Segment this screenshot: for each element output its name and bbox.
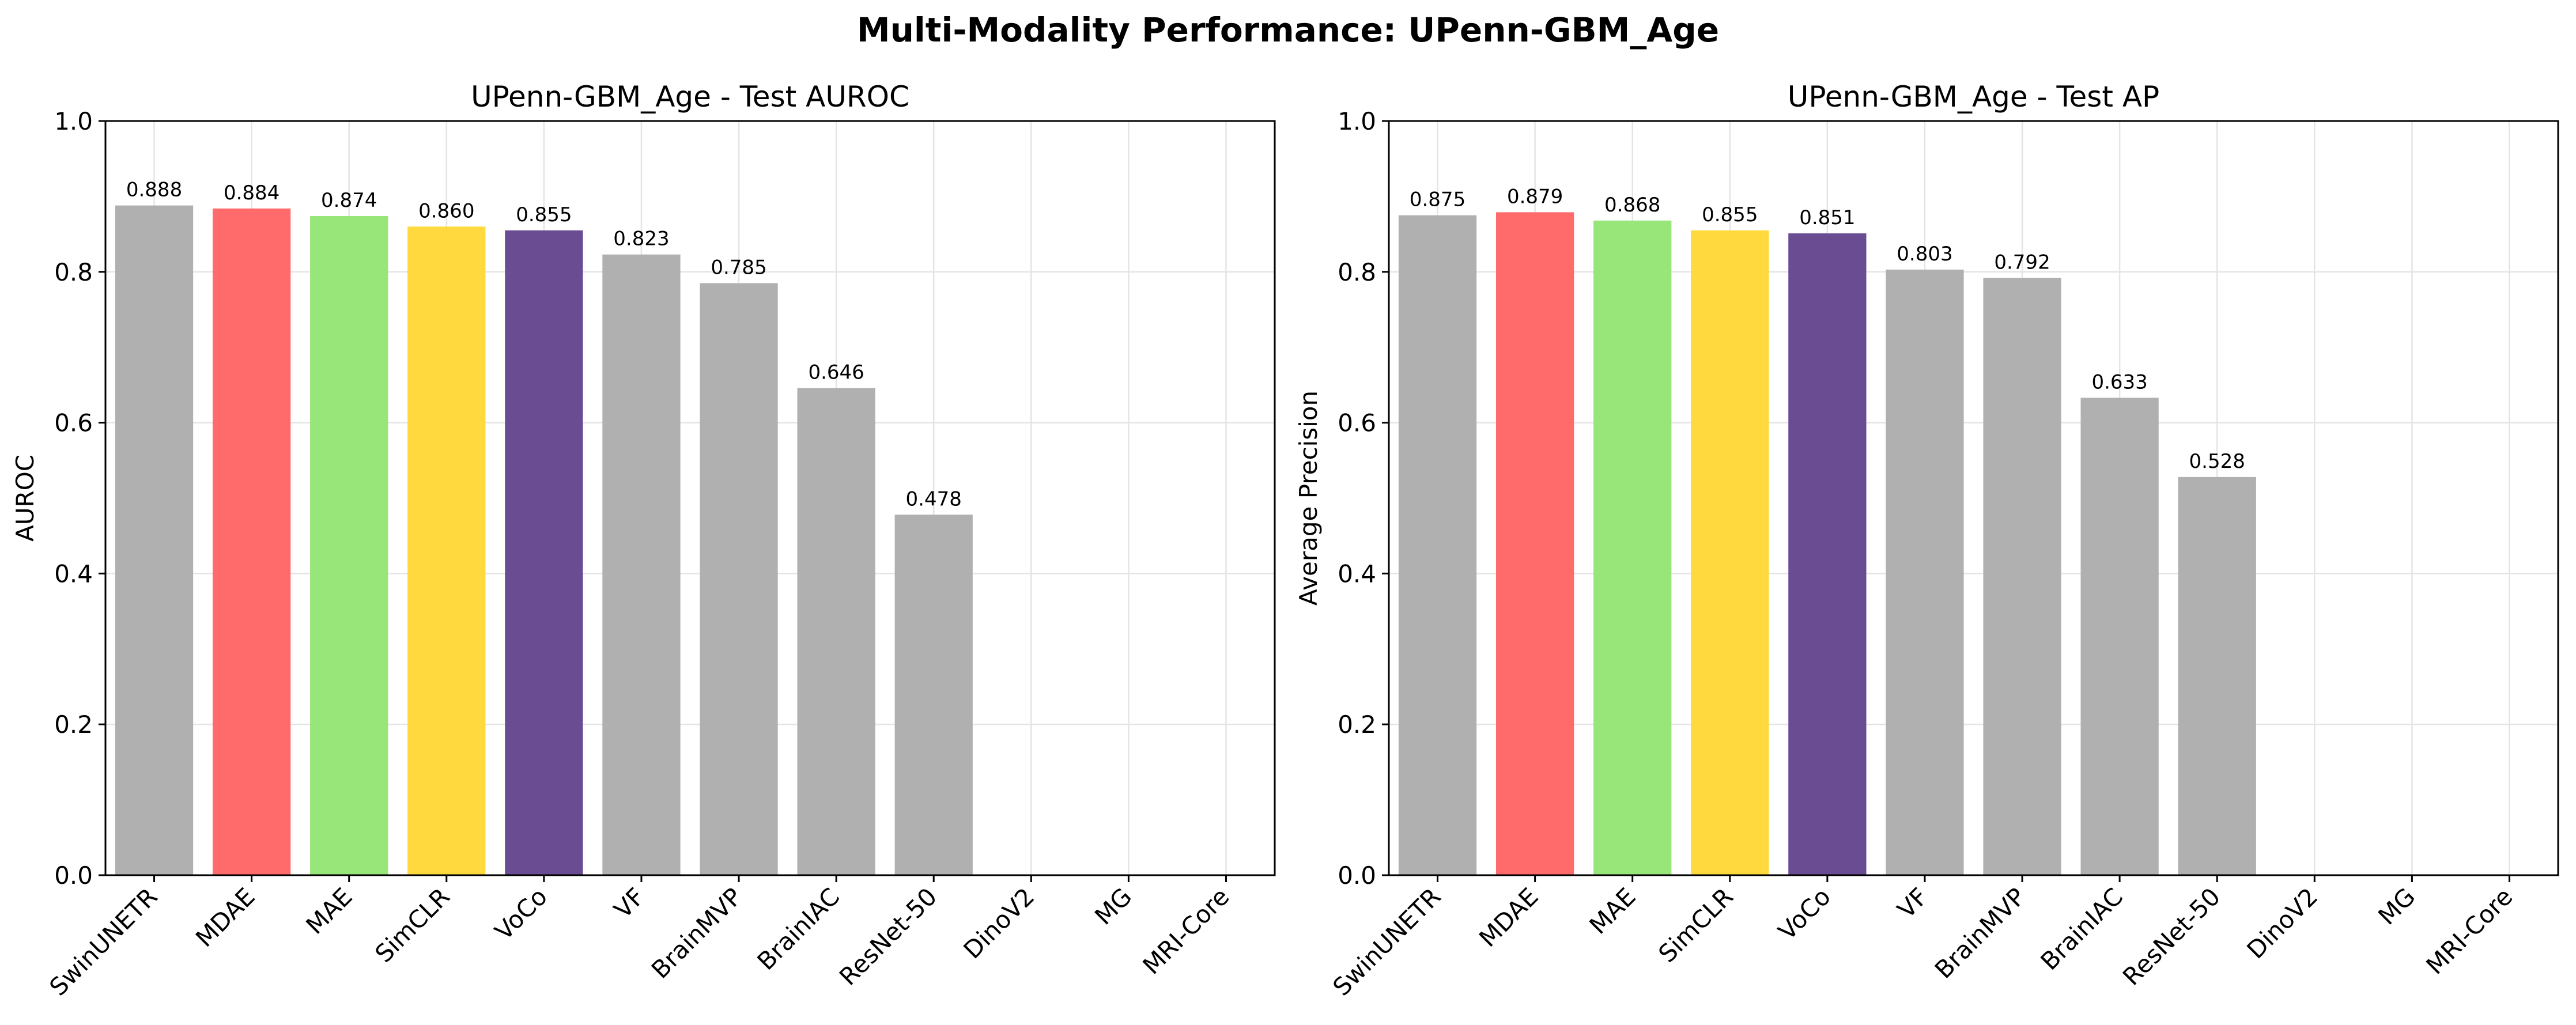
- y-tick-label: 0.0: [1338, 861, 1376, 890]
- x-tick-label-vf: VF: [609, 882, 650, 924]
- x-tick-label-mae: MAE: [300, 882, 357, 939]
- bar-mdae: [1495, 212, 1574, 875]
- value-label-voco: 0.851: [1799, 206, 1855, 229]
- x-tick-label-swinunetr: SwinUNETR: [44, 882, 163, 1001]
- bar-voco: [1788, 233, 1867, 875]
- y-tick-label: 0.4: [54, 559, 93, 588]
- x-tick-label-mdae: MDAE: [1474, 882, 1544, 952]
- y-tick-label: 0.8: [1338, 258, 1376, 286]
- x-tick-label-dinov2: DinoV2: [2241, 882, 2323, 964]
- ap-panel-title: UPenn-GBM_Age - Test AP: [1788, 80, 2159, 114]
- value-label-brainmvp: 0.792: [1994, 251, 2050, 274]
- x-tick-label-mdae: MDAE: [190, 882, 260, 952]
- bar-mdae: [212, 208, 291, 875]
- value-label-mae: 0.874: [321, 189, 377, 212]
- y-tick-label: 0.2: [1338, 710, 1376, 739]
- y-tick-label: 0.4: [1338, 559, 1376, 588]
- bar-mae: [310, 215, 388, 876]
- value-label-vf: 0.823: [613, 228, 669, 251]
- bar-brainiac: [2080, 398, 2159, 875]
- plot-frame: [1388, 120, 2559, 876]
- x-tick-label-brainiac: BrainIAC: [751, 882, 845, 975]
- y-tick-label: 0.8: [54, 258, 93, 286]
- value-label-resnet-50: 0.528: [2189, 450, 2245, 473]
- bar-swinunetr: [1398, 215, 1477, 875]
- y-tick-label: 0.0: [54, 861, 93, 890]
- x-tick-label-mri-core: MRI-Core: [1137, 882, 1234, 979]
- value-label-resnet-50: 0.478: [906, 487, 962, 510]
- bar-brainiac: [797, 388, 875, 875]
- bar-resnet-50: [2178, 476, 2256, 875]
- x-tick-label-resnet-50: ResNet-50: [834, 882, 942, 990]
- value-label-brainmvp: 0.785: [711, 256, 766, 279]
- x-tick-label-simclr: SimCLR: [1653, 882, 1739, 968]
- bar-vf: [1886, 269, 1964, 875]
- value-label-mdae: 0.884: [224, 181, 279, 205]
- bar-resnet-50: [894, 515, 973, 875]
- y-tick-label: 0.2: [54, 710, 93, 739]
- auroc-panel: 0.888 0.884 0.874 0.860 0.855 0.823 0.785 0.646…: [11, 80, 1276, 1001]
- ap-panel: 0.875 0.879 0.868 0.855 0.851 0.803 0.792 0.633…: [1294, 80, 2559, 1001]
- value-label-vf: 0.803: [1897, 243, 1952, 266]
- value-label-mdae: 0.879: [1507, 185, 1563, 208]
- x-tick-label-mae: MAE: [1584, 882, 1641, 939]
- x-tick-label-voco: VoCo: [1773, 882, 1836, 945]
- x-tick-label-brainmvp: BrainMVP: [646, 882, 747, 984]
- bar-simclr: [1691, 230, 1769, 876]
- plot-frame: [104, 120, 1276, 876]
- x-tick-label-dinov2: DinoV2: [958, 882, 1040, 964]
- value-label-swinunetr: 0.875: [1410, 188, 1465, 211]
- value-label-voco: 0.855: [516, 203, 572, 226]
- x-tick-label-mri-core: MRI-Core: [2420, 882, 2518, 979]
- value-label-brainiac: 0.633: [2091, 370, 2147, 394]
- bar-vf: [602, 254, 681, 875]
- x-tick-label-mg: MG: [1089, 882, 1137, 930]
- x-tick-label-brainmvp: BrainMVP: [1929, 882, 2031, 984]
- y-tick-label: 1.0: [54, 107, 93, 135]
- y-tick-label: 1.0: [1338, 107, 1376, 135]
- x-tick-label-brainiac: BrainIAC: [2035, 882, 2128, 975]
- bar-brainmvp: [1983, 278, 2061, 876]
- bar-brainmvp: [700, 283, 778, 875]
- y-tick-label: 0.6: [1338, 409, 1376, 437]
- bar-mae: [1593, 220, 1672, 876]
- figure-title: Multi-Modality Performance: UPenn-GBM_Ag…: [857, 10, 1719, 50]
- x-tick-label-voco: VoCo: [489, 882, 553, 945]
- ap-y-axis-label: Average Precision: [1294, 391, 1323, 606]
- auroc-y-axis-label: AUROC: [11, 455, 39, 542]
- value-label-brainiac: 0.646: [808, 361, 864, 384]
- y-tick-label: 0.6: [54, 409, 93, 437]
- bar-voco: [505, 230, 583, 876]
- bar-simclr: [407, 226, 486, 875]
- x-tick-label-vf: VF: [1892, 882, 1933, 924]
- x-tick-label-simclr: SimCLR: [369, 882, 455, 968]
- value-label-simclr: 0.860: [418, 199, 474, 222]
- x-tick-label-mg: MG: [2373, 882, 2420, 930]
- value-label-mae: 0.868: [1604, 194, 1660, 217]
- x-tick-label-swinunetr: SwinUNETR: [1327, 882, 1446, 1001]
- value-label-swinunetr: 0.888: [126, 179, 182, 202]
- bar-swinunetr: [115, 205, 194, 875]
- value-label-simclr: 0.855: [1702, 203, 1758, 226]
- x-tick-label-resnet-50: ResNet-50: [2117, 882, 2226, 990]
- auroc-panel-title: UPenn-GBM_Age - Test AUROC: [471, 80, 909, 114]
